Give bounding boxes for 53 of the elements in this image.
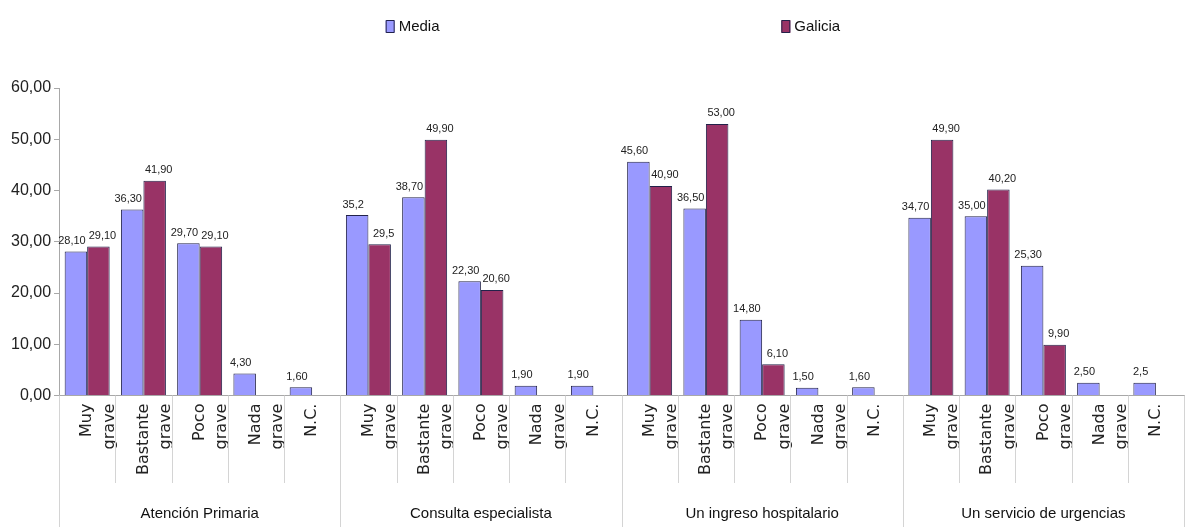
y-tick-label: 0,00 xyxy=(19,385,52,403)
data-label: 20,60 xyxy=(482,272,510,285)
text: Un ingreso hospitalario xyxy=(685,504,839,522)
data-label: 6,10 xyxy=(766,346,789,359)
data-label: 1,60 xyxy=(848,369,871,382)
data-label: 29,10 xyxy=(88,228,117,241)
data-label: 35,2 xyxy=(342,197,364,210)
y-tick-label: 30,00 xyxy=(10,232,52,250)
data-label: 53,00 xyxy=(707,106,735,119)
text: Un servicio de urgencias xyxy=(961,504,1126,522)
x-tick-label: Muy grave xyxy=(76,403,118,450)
text: Atención Primaria xyxy=(140,504,260,522)
data-label: 40,90 xyxy=(651,168,679,181)
data-label: 29,70 xyxy=(170,225,199,238)
data-label: 41,90 xyxy=(144,163,173,176)
data-label: 49,90 xyxy=(932,122,960,135)
data-label: 49,90 xyxy=(426,122,454,135)
data-label: 36,50 xyxy=(676,190,705,203)
x-tick-label: Muy grave xyxy=(357,403,399,450)
data-label: 4,30 xyxy=(229,356,252,369)
data-label: 29,10 xyxy=(201,228,229,241)
x-tick-label: N.C. xyxy=(863,403,883,437)
x-tick-label: Muy grave xyxy=(920,403,962,450)
data-label: 1,60 xyxy=(286,369,308,382)
data-label: 35,00 xyxy=(958,198,986,211)
x-tick-label: N.C. xyxy=(301,403,321,437)
y-tick-label: 40,00 xyxy=(10,180,52,198)
legend-label: Galicia xyxy=(794,17,841,35)
data-label: 36,30 xyxy=(114,192,142,205)
data-label: 1,90 xyxy=(567,368,589,381)
data-label: 38,70 xyxy=(395,179,424,192)
data-label: 40,20 xyxy=(988,172,1017,185)
y-tick-label: 50,00 xyxy=(10,129,52,147)
y-tick-label: 10,00 xyxy=(10,334,52,352)
y-tick-label: 60,00 xyxy=(10,78,52,96)
data-label: 25,30 xyxy=(1014,248,1042,261)
y-tick-label: 20,00 xyxy=(10,283,52,301)
data-label: 34,70 xyxy=(901,200,930,213)
x-tick-label: N.C. xyxy=(1145,403,1165,437)
data-label: 2,50 xyxy=(1073,365,1096,378)
data-label: 45,60 xyxy=(620,144,649,157)
data-label: 2,5 xyxy=(1132,365,1149,378)
legend-label: Media xyxy=(398,17,441,35)
x-tick-label: N.C. xyxy=(582,403,602,437)
x-tick-label: Muy grave xyxy=(638,403,681,450)
data-label: 22,30 xyxy=(451,263,480,276)
data-label: 29,5 xyxy=(372,226,395,239)
data-label: 14,80 xyxy=(733,302,761,315)
data-label: 1,50 xyxy=(792,370,814,383)
data-label: 1,90 xyxy=(511,368,533,381)
data-label: 28,10 xyxy=(58,234,86,247)
data-label: 9,90 xyxy=(1047,327,1070,340)
text: Consulta especialista xyxy=(410,504,553,522)
